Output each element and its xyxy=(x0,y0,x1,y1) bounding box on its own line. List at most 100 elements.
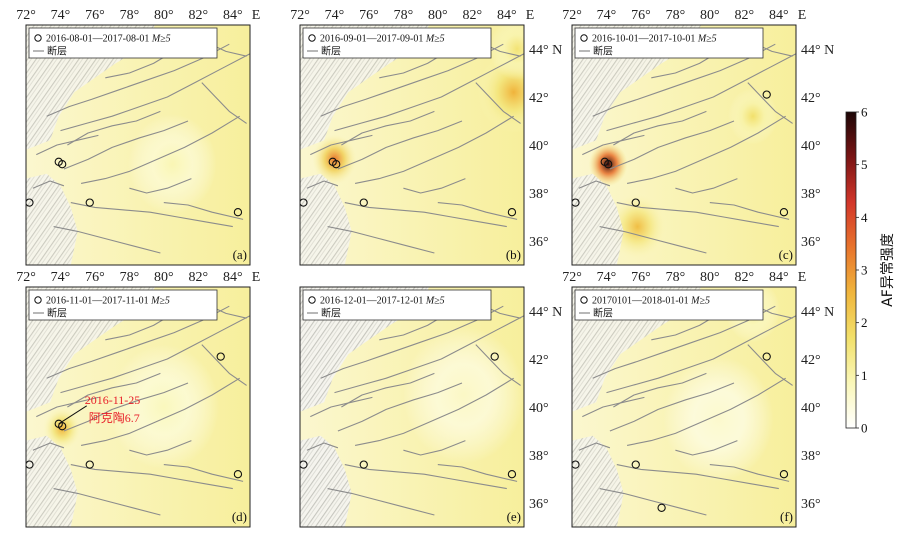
legend-period: 2016-11-01—2017-11-01 M≥5 xyxy=(46,296,170,307)
lon-tick-label: 74° xyxy=(597,8,617,23)
map-panel-f: 20170101—2018-01-01 M≥5断层 (f) 72° 74° 76° 78°… xyxy=(562,270,834,528)
earthquake-marker xyxy=(26,460,34,469)
legend-event-icon xyxy=(34,34,42,42)
lon-tick-label: 76° xyxy=(631,8,651,23)
panel-letter: (d) xyxy=(232,509,247,524)
fault-line xyxy=(80,115,240,184)
fault-line xyxy=(80,377,240,446)
fault-line xyxy=(337,382,463,432)
panel-letter: (e) xyxy=(507,509,521,524)
anomaly-blob xyxy=(108,344,219,470)
panels-layer: 2016-08-01—2017-08-01 M≥5断层(a)72° 74° 76° 7… xyxy=(16,8,834,528)
annotation-date: 2016-11-25 xyxy=(85,393,141,407)
fault-line xyxy=(626,377,786,446)
lon-tick-label: 84° xyxy=(769,8,789,23)
anomaly-blob xyxy=(663,356,774,482)
fault-line xyxy=(36,396,99,418)
fault-line xyxy=(32,180,65,189)
legend-event-icon xyxy=(308,34,316,42)
colorbar-tick: 5 xyxy=(861,157,868,172)
fault-lines xyxy=(578,291,796,516)
fault-line xyxy=(163,464,244,482)
earthquake-marker xyxy=(85,198,94,207)
map-frame xyxy=(299,24,525,266)
map-legend: 2016-09-01—2017-09-01 M≥5断层 xyxy=(302,27,492,59)
fault-line xyxy=(675,440,738,456)
colorbar-tick: 2 xyxy=(861,315,868,330)
fault-line xyxy=(606,53,796,132)
terrain-relief xyxy=(572,435,624,527)
earthquake-marker xyxy=(631,198,640,207)
fault-line xyxy=(354,115,514,184)
map-frame xyxy=(571,24,797,266)
legend-event-icon xyxy=(34,296,42,304)
fault-line xyxy=(599,488,707,516)
fault-line xyxy=(306,442,339,451)
map-panel-b: 2016-09-01—2017-09-01 M≥5断层 (b) 72° 74° 76° 7… xyxy=(290,8,562,266)
terrain-relief xyxy=(26,435,78,527)
lon-tick-label: 78° xyxy=(666,8,686,23)
earthquake-marker xyxy=(490,352,499,361)
earthquake-marker xyxy=(332,160,341,169)
lat-tick-label: 42° xyxy=(801,91,821,106)
lat-tick-label: 40° xyxy=(529,401,549,416)
legend-event-icon xyxy=(580,296,588,304)
map-panel-e: 2016-12-01—2017-12-01 M≥5断层 (e) 44° N 42° 40… xyxy=(299,286,562,528)
legend-period: 2016-12-01—2017-12-01 M≥5 xyxy=(320,296,445,307)
fault-line xyxy=(337,120,463,170)
fault-line xyxy=(709,202,790,220)
terrain-relief xyxy=(300,173,352,265)
lat-tick-label: 38° xyxy=(801,449,821,464)
earthquake-marker xyxy=(58,160,67,169)
earthquake-marker xyxy=(58,422,67,431)
colorbar-ramp xyxy=(845,111,857,429)
panel-letter: (f) xyxy=(780,509,793,524)
map-legend: 2016-11-01—2017-11-01 M≥5断层 xyxy=(28,289,218,321)
lon-tick-label: 80° xyxy=(700,8,720,23)
lon-tick-label: 84° xyxy=(497,8,517,23)
fault-line xyxy=(354,377,514,446)
fault-line xyxy=(709,464,790,482)
anomaly-blob xyxy=(728,88,778,145)
colorbar-tick: 1 xyxy=(861,368,868,383)
legend-fault-label: 断层 xyxy=(321,45,341,58)
legend-period: 20170101—2018-01-01 M≥5 xyxy=(592,296,710,307)
fault-line xyxy=(129,440,192,456)
fault-line xyxy=(32,442,65,451)
fault-lines xyxy=(32,291,250,516)
lon-tick-label: 76° xyxy=(85,8,105,23)
map-frame xyxy=(25,286,251,528)
lon-tick-label: 80° xyxy=(428,8,448,23)
annotation-place: 阿克陶6.7 xyxy=(89,410,140,425)
lon-tick-label: 84° xyxy=(223,8,243,23)
legend-period: 2016-10-01—2017-10-01 M≥5 xyxy=(592,34,717,45)
lon-tick-label: 80° xyxy=(154,8,174,23)
panel-letter: (b) xyxy=(506,247,521,262)
lat-tick-label: 42° xyxy=(529,91,549,106)
fault-lines xyxy=(32,29,250,254)
fault-line xyxy=(609,120,735,170)
lat-tick-label: 40° xyxy=(801,139,821,154)
fault-line xyxy=(70,464,233,490)
earthquake-marker xyxy=(26,198,34,207)
earthquake-marker xyxy=(779,208,789,217)
fault-line xyxy=(60,53,250,132)
map-frame xyxy=(25,24,251,266)
earthquake-marker xyxy=(631,460,640,469)
map-frame xyxy=(571,286,797,528)
fault-line xyxy=(46,305,230,379)
fault-line xyxy=(592,305,776,379)
lon-tick-label: 82° xyxy=(189,270,209,285)
legend-fault-label: 断层 xyxy=(47,45,67,58)
lon-tick-label: 80° xyxy=(700,270,720,285)
colorbar: 0 1 2 3 4 5 6 AF异常强度 xyxy=(845,105,896,436)
lon-tick-label: 72° xyxy=(290,8,310,23)
lon-tick-label: 78° xyxy=(120,8,140,23)
lat-tick-label: 38° xyxy=(529,449,549,464)
fault-line xyxy=(475,82,521,124)
lon-unit: E xyxy=(798,8,807,23)
lon-tick-label: 76° xyxy=(85,270,105,285)
fault-line xyxy=(341,372,435,408)
earthquake-marker xyxy=(233,470,243,479)
